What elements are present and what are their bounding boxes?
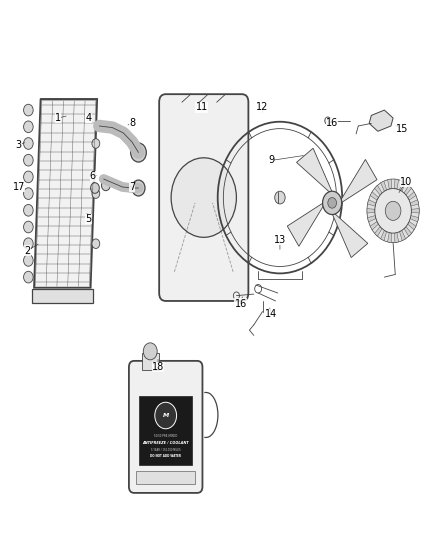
Text: 5: 5 (85, 214, 92, 224)
Text: 8: 8 (129, 118, 135, 128)
Circle shape (132, 180, 145, 196)
Polygon shape (399, 230, 406, 240)
Circle shape (24, 171, 33, 183)
Circle shape (322, 191, 342, 215)
Polygon shape (374, 185, 382, 195)
Polygon shape (34, 100, 97, 288)
Circle shape (24, 238, 33, 249)
Circle shape (325, 117, 331, 124)
Text: 13: 13 (274, 235, 286, 245)
Circle shape (24, 255, 33, 266)
Circle shape (24, 271, 33, 283)
Text: 12: 12 (256, 102, 268, 112)
Polygon shape (395, 232, 399, 243)
Circle shape (24, 155, 33, 166)
Text: ANTIFREEZE / COOLANT: ANTIFREEZE / COOLANT (142, 441, 189, 445)
Text: 18: 18 (152, 362, 164, 372)
Polygon shape (404, 227, 412, 236)
Circle shape (367, 179, 419, 243)
Circle shape (143, 343, 157, 360)
Circle shape (155, 402, 177, 429)
Polygon shape (399, 181, 406, 191)
Polygon shape (370, 222, 378, 230)
Text: 9: 9 (268, 156, 274, 165)
Circle shape (375, 189, 411, 233)
Text: 4: 4 (85, 113, 92, 123)
Circle shape (92, 139, 100, 148)
Text: 5 YEAR / 150,000 MILES: 5 YEAR / 150,000 MILES (151, 448, 180, 452)
Polygon shape (369, 110, 393, 131)
Circle shape (275, 191, 285, 204)
Polygon shape (408, 192, 416, 200)
Text: 6: 6 (90, 172, 96, 181)
Text: 17: 17 (13, 182, 25, 192)
Polygon shape (32, 289, 93, 303)
Polygon shape (367, 208, 375, 213)
Polygon shape (332, 214, 368, 257)
FancyBboxPatch shape (136, 471, 195, 484)
Circle shape (24, 121, 33, 133)
FancyBboxPatch shape (139, 396, 192, 465)
Text: 50/50 PRE-MIXED: 50/50 PRE-MIXED (154, 434, 177, 438)
FancyBboxPatch shape (142, 353, 159, 370)
Polygon shape (367, 200, 376, 206)
Text: DO NOT ADD WATER: DO NOT ADD WATER (150, 454, 181, 458)
Polygon shape (388, 179, 392, 189)
Text: 11: 11 (195, 102, 208, 112)
Polygon shape (404, 185, 412, 195)
Circle shape (24, 104, 33, 116)
FancyBboxPatch shape (129, 361, 202, 493)
Circle shape (131, 143, 146, 162)
Circle shape (24, 138, 33, 149)
Polygon shape (381, 181, 387, 191)
Circle shape (92, 189, 100, 198)
FancyBboxPatch shape (159, 94, 248, 301)
Polygon shape (370, 192, 378, 200)
Text: 14: 14 (265, 309, 277, 319)
Circle shape (24, 221, 33, 233)
Polygon shape (410, 215, 419, 222)
Text: 1: 1 (55, 113, 61, 123)
Text: 16: 16 (326, 118, 338, 128)
Polygon shape (388, 232, 392, 243)
Circle shape (385, 201, 401, 220)
Polygon shape (367, 215, 376, 222)
Polygon shape (374, 227, 382, 236)
Text: 16: 16 (235, 298, 247, 309)
Polygon shape (297, 148, 332, 192)
Text: 2: 2 (25, 246, 31, 256)
Polygon shape (395, 179, 399, 189)
Polygon shape (410, 200, 419, 206)
Polygon shape (287, 203, 323, 246)
Text: 15: 15 (396, 124, 408, 134)
Circle shape (92, 239, 100, 248)
Polygon shape (381, 230, 387, 240)
Circle shape (24, 188, 33, 199)
Circle shape (91, 183, 99, 193)
Circle shape (328, 198, 336, 208)
Polygon shape (341, 159, 377, 203)
Polygon shape (411, 208, 419, 213)
Text: 3: 3 (16, 140, 22, 150)
Text: 7: 7 (129, 182, 135, 192)
Text: M: M (162, 413, 169, 418)
Circle shape (24, 205, 33, 216)
Circle shape (171, 158, 237, 237)
Circle shape (102, 180, 110, 191)
Text: 10: 10 (400, 176, 412, 187)
Polygon shape (408, 222, 416, 230)
